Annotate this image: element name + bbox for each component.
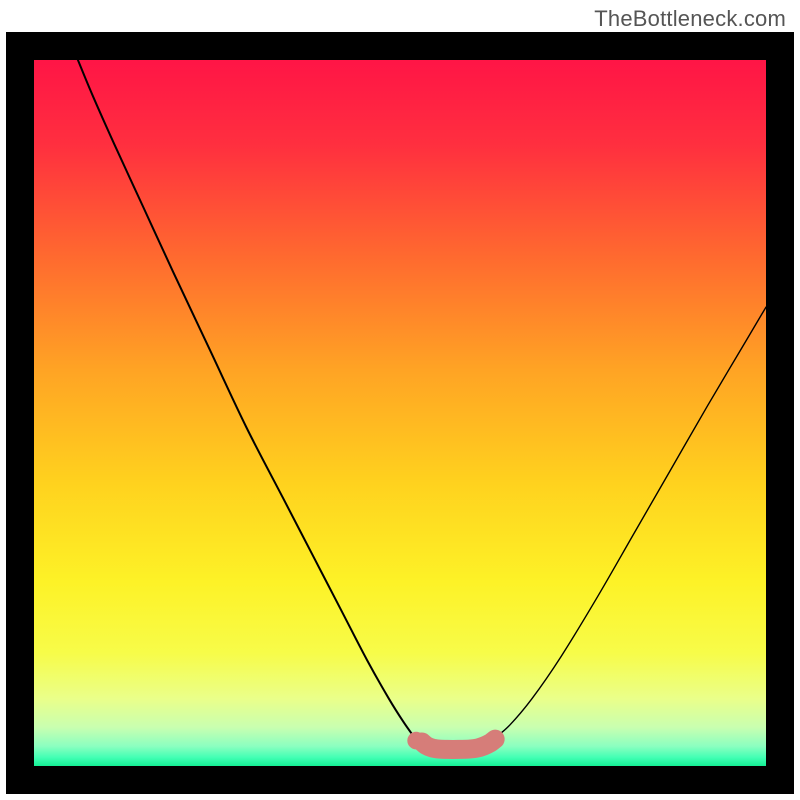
watermark-text: TheBottleneck.com	[594, 6, 786, 32]
chart-container: TheBottleneck.com	[0, 0, 800, 800]
plot-background	[34, 60, 766, 766]
bottleneck-chart	[0, 0, 800, 800]
optimal-range-highlight	[422, 739, 495, 749]
optimal-point-marker	[407, 732, 425, 750]
